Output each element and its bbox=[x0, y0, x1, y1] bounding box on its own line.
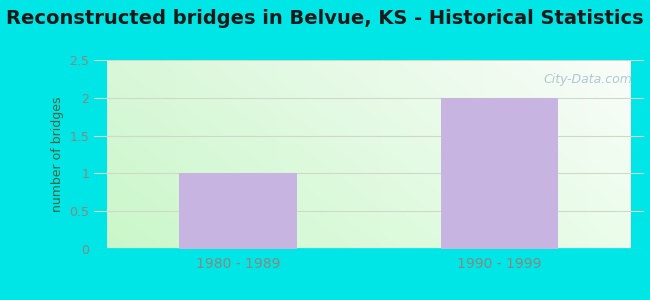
Text: Reconstructed bridges in Belvue, KS - Historical Statistics: Reconstructed bridges in Belvue, KS - Hi… bbox=[6, 9, 644, 28]
Y-axis label: number of bridges: number of bridges bbox=[51, 97, 64, 212]
Bar bbox=[441, 98, 558, 249]
Bar bbox=[179, 173, 297, 249]
Text: City-Data.com: City-Data.com bbox=[543, 73, 632, 86]
